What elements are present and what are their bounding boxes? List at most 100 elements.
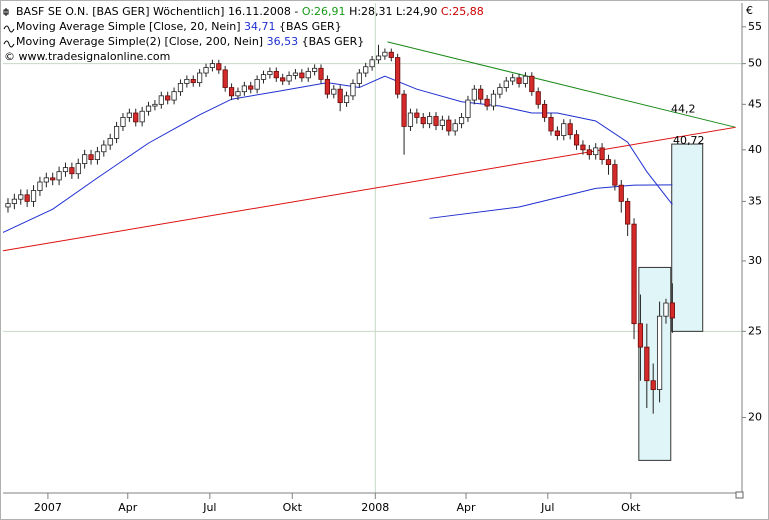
trendline-label: 40,72 [673,134,705,147]
candle-body [331,88,337,95]
candle-body [650,380,656,390]
candle-body [567,123,573,136]
copyright: © www.tradesignalonline.com [4,50,170,63]
candle-body [580,144,586,151]
y-tick-label: 45 [748,97,762,110]
x-tick-label: Apr [118,501,138,514]
candle-body [637,323,644,348]
candle-body [343,95,350,104]
candle-body [593,147,599,156]
candle-body [420,117,426,125]
y-tick-label: 40 [748,143,762,156]
x-tick-label: Jul [202,501,216,514]
legend: BASF SE O.N. [BAS GER] Wöchentlich] 16.1… [3,5,484,63]
candle-body [535,91,541,105]
candle-body [24,194,30,202]
candle-body [625,200,631,225]
x-tick-label: 2008 [361,501,389,514]
moving-average [429,184,673,219]
candle-body [414,112,420,118]
projection-box [671,143,704,332]
candle-body [312,67,318,72]
candle-body [260,74,267,80]
candle-body [101,144,107,153]
y-tick-label: 55 [748,20,762,33]
candle-body [490,93,497,107]
candle-body [299,72,305,79]
candle-body [401,93,407,127]
candle-body [369,59,375,68]
y-tick-label: 30 [748,254,762,267]
ma-icon [3,40,15,48]
candle-body [62,167,69,173]
candle-body [573,134,580,146]
legend-source: {BAS GER} [279,20,342,33]
x-tick-label: Apr [457,501,477,514]
candle-body [273,71,279,79]
candle-body [203,67,209,74]
candle-body [356,72,362,84]
corner-icon [735,491,744,499]
high-low-label: H:28,31 L:24,90 [349,5,437,18]
candle-body [395,57,401,95]
legend-source: {BAS GER} [302,35,365,48]
x-tick-label: Jul [540,501,554,514]
y-tick-label: 35 [748,194,762,207]
candle-body [209,63,216,68]
candle-body [663,302,669,317]
candle-body [439,119,445,126]
candle-body [216,63,222,71]
candle-body [292,72,299,76]
candle-body [605,159,612,165]
candle-body [37,181,43,191]
candle-body [228,87,235,97]
candle-body [30,190,37,202]
candle-body [177,83,184,93]
candle-body [465,99,471,118]
candle-body [107,138,113,146]
candle-body [305,71,311,79]
candle-body [529,75,535,93]
ma20-legend: Moving Average Simple [Close, 20, Nein] … [16,20,342,33]
candle-body [139,110,145,123]
candle-body [503,80,509,88]
candle-body [120,117,126,127]
candle-body [18,194,24,200]
trendline [2,126,736,252]
candle-body [612,164,618,186]
candle-body [75,163,81,175]
candle-body [656,315,663,390]
candle-body [190,79,196,84]
candle-body [478,88,484,100]
open-label: O:26,91 [302,5,346,18]
candle-body [324,79,330,95]
candle-body [165,95,171,101]
candle-body [337,88,343,104]
candle-body [644,346,650,382]
candle-body [56,171,62,181]
candle-body [280,77,286,82]
x-tick-label: Okt [283,501,303,514]
trendline-label: 44,2 [671,102,696,115]
candle-body [382,51,388,57]
candle-body [248,85,254,90]
candle-body [407,112,414,127]
candle-body [222,69,228,88]
candle-body [363,66,369,74]
y-tick-label: 50 [748,57,762,70]
candle-body [497,87,503,95]
plot-area: 55 50 45 40 35 30 25 20 2007 Apr Jul Okt 2008 Apr Jul O… [2,3,762,514]
candle-body [82,154,88,164]
candle-body [510,77,516,82]
x-tick-label: Okt [621,501,641,514]
candle-body [669,302,675,319]
y-tick-label: 20 [748,411,762,424]
candle-body [158,95,164,105]
candle-body [618,184,624,202]
candle-body [350,83,356,97]
candle-body [267,71,273,76]
candle-body [458,117,465,125]
currency: € [746,4,753,17]
candle-body [50,177,56,181]
